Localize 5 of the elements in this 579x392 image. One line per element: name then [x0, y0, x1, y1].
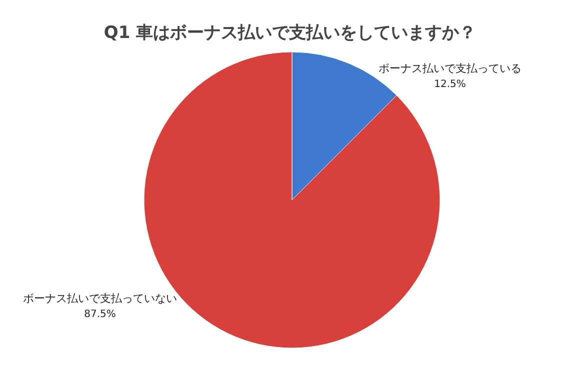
slice-label: ボーナス払いで支払っている [378, 62, 522, 75]
data-label: 12.5% [434, 79, 466, 90]
chart-title: Q1 車はボーナス払いで支払いをしていますか？ [104, 23, 476, 43]
slice-label: ボーナス払いで支払っていない [23, 292, 177, 305]
data-label: 87.5% [84, 309, 116, 320]
